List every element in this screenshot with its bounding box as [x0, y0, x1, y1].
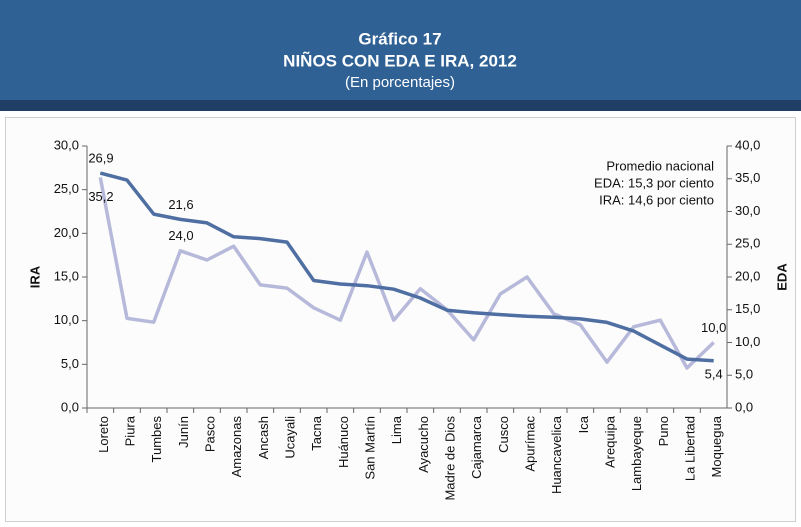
x-tick-label: Pasco: [202, 416, 217, 452]
x-tick-label: Ancash: [256, 416, 271, 459]
x-tick-label: Huánuco: [336, 416, 351, 468]
x-tick-label: Tumbes: [149, 416, 164, 463]
x-tick-label: Loreto: [96, 416, 111, 453]
data-label: 26,9: [88, 151, 113, 166]
x-tick-label: La Libertad: [682, 416, 697, 481]
annotation: Promedio nacional: [606, 158, 714, 173]
x-tick-label: Junín: [176, 416, 191, 448]
data-label: 21,6: [168, 197, 193, 212]
header-bg: [0, 0, 801, 100]
y-tick-label: 15,0: [54, 268, 79, 283]
y2-tick-label: 10,0: [735, 334, 760, 349]
data-label: 5,4: [705, 366, 723, 381]
y2-tick-label: 20,0: [735, 268, 760, 283]
line-eda: [98, 177, 715, 370]
x-tick-label: Puno: [656, 416, 671, 446]
x-tick-label: Amazonas: [229, 416, 244, 478]
x-tick-label: Ayacucho: [416, 416, 431, 473]
data-label: 10,0: [701, 320, 726, 335]
x-tick-label: Lima: [389, 415, 404, 444]
y2-tick-label: 25,0: [735, 236, 760, 251]
subtitle: NIÑOS CON EDA E IRA, 2012: [283, 50, 517, 70]
y2-axis-label: EDA: [774, 263, 789, 291]
y-tick-label: 30,0: [54, 137, 79, 152]
annotation: IRA: 14,6 por ciento: [599, 192, 714, 207]
header-strip: [0, 100, 801, 111]
y2-tick-label: 0,0: [735, 399, 753, 414]
x-tick-label: Moquegua: [709, 415, 724, 477]
y2-tick-label: 5,0: [735, 367, 753, 382]
y-tick-label: 5,0: [61, 356, 79, 371]
annotation: EDA: 15,3 por ciento: [594, 175, 714, 190]
y-tick-label: 25,0: [54, 181, 79, 196]
x-tick-label: Madre de Dios: [442, 416, 457, 501]
y-tick-label: 20,0: [54, 225, 79, 240]
x-tick-label: Ica: [576, 415, 591, 433]
x-tick-label: Apurímac: [522, 416, 537, 472]
y2-tick-label: 40,0: [735, 137, 760, 152]
x-tick-label: Tacna: [309, 415, 324, 450]
y2-tick-label: 35,0: [735, 170, 760, 185]
y-axis-label: IRA: [27, 265, 42, 288]
x-tick-label: Cajamarca: [469, 415, 484, 479]
line-ira: [99, 171, 714, 363]
y-tick-label: 10,0: [54, 312, 79, 327]
x-tick-label: Piura: [122, 415, 137, 446]
y-tick-label: 0,0: [61, 399, 79, 414]
y2-tick-label: 15,0: [735, 301, 760, 316]
note: (En porcentajes): [345, 74, 455, 91]
data-label: 24,0: [168, 228, 193, 243]
data-label: 35,2: [88, 189, 113, 204]
y2-tick-label: 30,0: [735, 203, 760, 218]
x-tick-label: Ucayali: [282, 416, 297, 459]
x-tick-label: Arequipa: [602, 415, 617, 468]
x-tick-label: Cusco: [496, 416, 511, 453]
x-tick-label: San Martín: [362, 416, 377, 480]
title: Gráfico 17: [358, 29, 441, 48]
x-tick-label: Huancavelica: [549, 415, 564, 494]
x-tick-label: Lambayeque: [629, 416, 644, 491]
